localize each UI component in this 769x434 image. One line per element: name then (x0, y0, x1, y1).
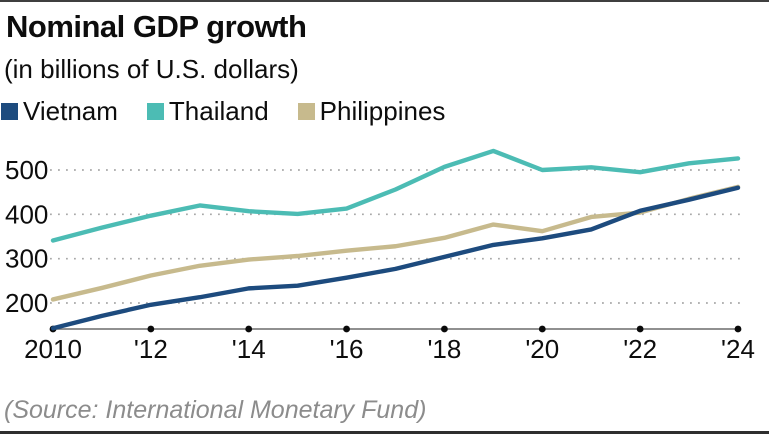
chart-subtitle: (in billions of U.S. dollars) (4, 54, 299, 84)
y-tick-label-500: 500 (5, 155, 48, 185)
series-line-thailand (50, 148, 741, 243)
series-line-vietnam (50, 185, 741, 331)
x-tick-label-2018: '18 (427, 334, 461, 364)
x-tick-dot-2012 (147, 325, 155, 333)
chart-title: Nominal GDP growth (6, 9, 307, 44)
y-tick-label-400: 400 (5, 199, 48, 229)
bottom-border-rule (0, 431, 769, 434)
legend-label-thailand: Thailand (168, 96, 269, 126)
legend-label-vietnam: Vietnam (23, 96, 118, 126)
x-tick-label-2010: 2010 (24, 334, 82, 364)
x-tick-dot-2018 (441, 325, 448, 333)
chart-legend: Vietnam Thailand Philippines (1, 96, 474, 127)
vietnam-swatch-icon (1, 103, 18, 120)
top-border-rule (0, 0, 769, 2)
source-note: (Source: International Monetary Fund) (4, 396, 427, 424)
x-tick-dot-2024 (734, 325, 742, 333)
x-tick-dot-2016 (343, 325, 350, 333)
x-tick-label-2024: '24 (721, 334, 755, 364)
x-tick-dot-2014 (245, 325, 253, 333)
legend-label-philippines: Philippines (319, 96, 446, 126)
series-line-philippines (50, 184, 741, 302)
philippines-swatch-icon (297, 103, 315, 120)
x-tick-dot-2020 (538, 325, 546, 333)
thailand-swatch-icon (146, 103, 164, 120)
x-tick-label-2012: '12 (134, 334, 168, 364)
x-tick-label-2020: '20 (525, 334, 559, 364)
x-tick-dot-2022 (636, 325, 644, 333)
y-tick-label-300: 300 (5, 244, 48, 274)
legend-item-vietnam: Vietnam (1, 96, 118, 127)
y-tick-label-200: 200 (5, 288, 48, 318)
x-tick-label-2022: '22 (623, 334, 657, 364)
legend-item-philippines: Philippines (297, 96, 446, 127)
x-tick-label-2014: '14 (232, 334, 266, 364)
legend-item-thailand: Thailand (146, 96, 269, 127)
x-tick-label-2016: '16 (330, 334, 364, 364)
